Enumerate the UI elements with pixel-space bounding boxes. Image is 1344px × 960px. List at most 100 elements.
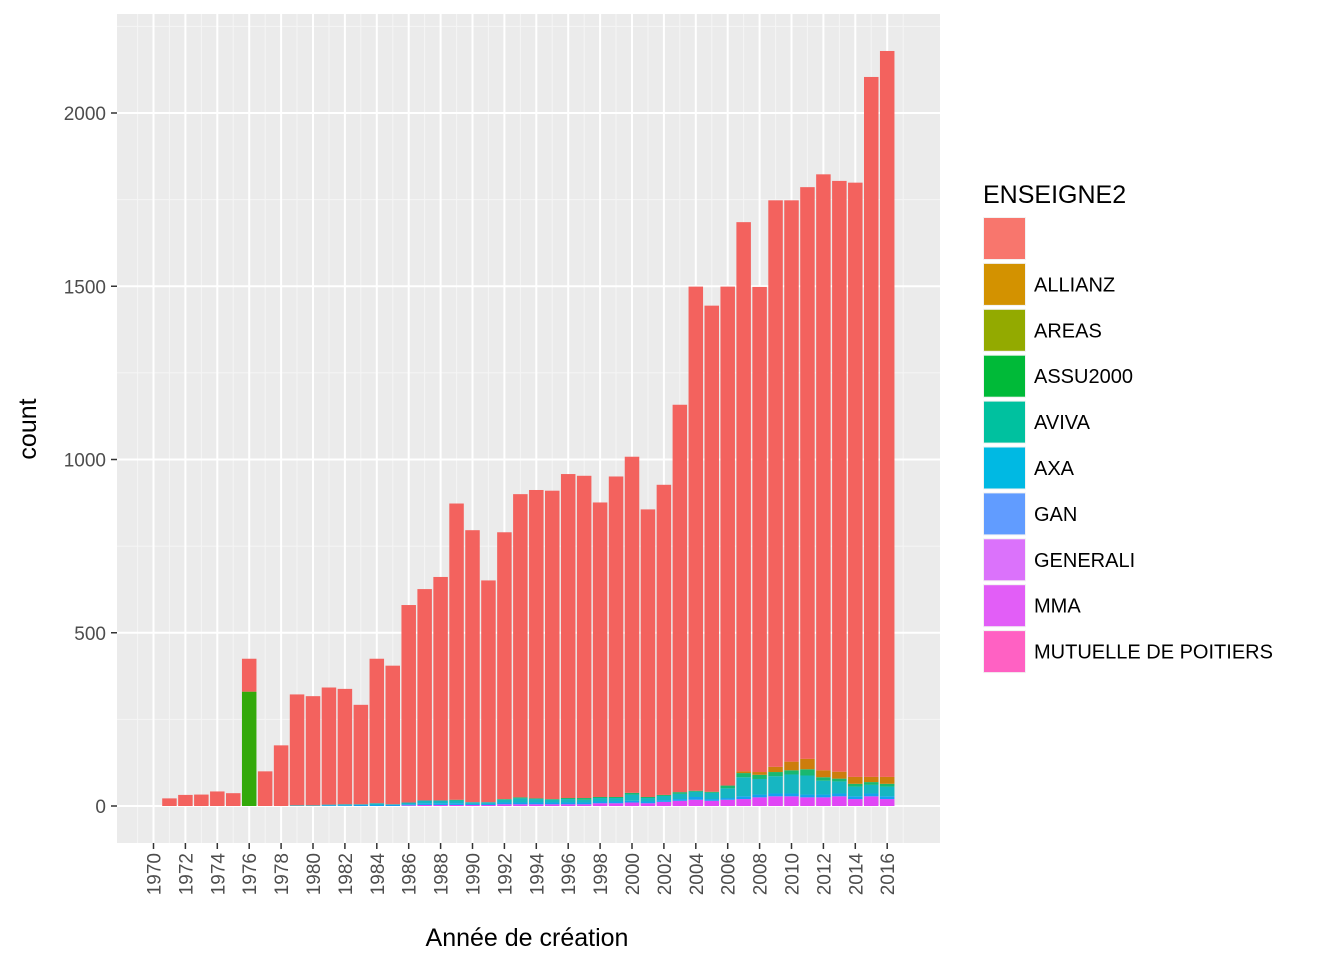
- bar-segment-1987: [417, 800, 432, 804]
- bar-segment-2009: [768, 776, 783, 794]
- bar-segment-1988: [433, 576, 448, 801]
- bar-segment-1980: [305, 805, 321, 806]
- x-tick-label: 1972: [176, 853, 197, 895]
- bar-segment-2009: [768, 796, 783, 806]
- bar-segment-2008: [752, 778, 767, 795]
- bar-segment-1997: [576, 802, 592, 805]
- y-axis-title: count: [14, 398, 42, 459]
- legend-key: [984, 585, 1025, 627]
- bar-segment-2002: [656, 800, 672, 802]
- bar-segment-1996: [560, 804, 576, 806]
- bar-segment-2000: [624, 792, 640, 795]
- bar-segment-1988: [433, 800, 448, 804]
- bar-segment-2006: [720, 798, 735, 800]
- bar-segment-1998: [592, 796, 608, 799]
- bar-segment-1976: [241, 691, 257, 806]
- bar-segment-1997: [576, 799, 592, 803]
- bar-segment-1977: [257, 771, 273, 806]
- bar-segment-2015: [864, 782, 879, 785]
- bar-segment-2012: [816, 794, 831, 798]
- bar-segment-1999: [608, 476, 624, 797]
- bar-segment-2014: [848, 776, 863, 784]
- bar-segment-1982: [337, 688, 353, 805]
- x-tick-label: 1978: [272, 853, 293, 895]
- bar-segment-2004: [688, 796, 704, 800]
- bar-segment-2011: [800, 797, 815, 806]
- x-tick-label: 1974: [208, 853, 229, 896]
- bar-segment-1993: [513, 804, 528, 806]
- bar-segment-2003: [672, 799, 688, 801]
- bars: [162, 50, 895, 806]
- bar-segment-1985: [385, 804, 400, 805]
- x-tick-label: 1994: [527, 853, 548, 896]
- bar-segment-1979: [289, 694, 305, 806]
- bar-segment-1980: [305, 696, 321, 806]
- bar-segment-2014: [848, 799, 863, 806]
- legend-key: [984, 401, 1025, 443]
- bar-segment-1972: [178, 794, 193, 806]
- bar-segment-2005: [704, 799, 719, 801]
- bar-segment-1983: [353, 804, 369, 805]
- bar-segment-1989: [449, 503, 464, 800]
- bar-segment-1992: [497, 802, 512, 805]
- bar-segment-1986: [401, 805, 416, 806]
- bar-segment-1994: [529, 804, 544, 806]
- x-tick-label: 1986: [400, 853, 421, 895]
- bar-segment-2007: [736, 771, 751, 774]
- legend-key: [984, 447, 1025, 489]
- x-tick-label: 1988: [432, 853, 453, 895]
- bar-segment-1992: [497, 804, 512, 806]
- bar-segment-2006: [720, 785, 735, 789]
- bar-segment-2009: [768, 793, 783, 797]
- bar-segment-2003: [672, 793, 688, 800]
- x-tick-label: 2004: [687, 853, 708, 896]
- bar-segment-2008: [752, 794, 767, 798]
- bar-segment-1993: [513, 494, 528, 798]
- bar-segment-1989: [449, 803, 464, 805]
- bar-segment-1996: [560, 802, 576, 805]
- x-tick-label: 1998: [591, 853, 612, 895]
- bar-segment-2013: [832, 796, 847, 806]
- x-tick-label: 2012: [814, 853, 835, 895]
- bar-segment-2006: [720, 286, 735, 786]
- bar-segment-1999: [608, 803, 624, 806]
- legend-key: [984, 218, 1025, 259]
- bar-segment-1986: [401, 605, 416, 803]
- bar-segment-1974: [210, 791, 225, 806]
- bar-segment-1971: [162, 798, 177, 806]
- x-tick-label: 1996: [559, 853, 580, 895]
- bar-segment-2008: [752, 286, 767, 773]
- bar-segment-2012: [816, 174, 831, 771]
- bar-segment-2015: [864, 793, 879, 797]
- bar-segment-1990: [465, 530, 480, 803]
- bar-segment-2011: [800, 187, 815, 759]
- bar-segment-2010: [784, 200, 799, 762]
- bar-segment-2001: [640, 801, 656, 804]
- bar-segment-2002: [656, 484, 672, 795]
- bar-segment-1997: [576, 475, 592, 799]
- bar-segment-1991: [481, 803, 496, 805]
- legend-label: AVIVA: [1034, 412, 1091, 434]
- bar-segment-1990: [465, 802, 480, 804]
- bar-segment-2000: [624, 456, 640, 793]
- bar-segment-2011: [800, 775, 815, 795]
- bar-segment-1985: [385, 665, 400, 805]
- x-tick-label: 2006: [719, 853, 740, 895]
- legend-label: AREAS: [1034, 320, 1102, 342]
- bar-segment-1994: [529, 489, 544, 799]
- bar-segment-1982: [337, 804, 353, 806]
- bar-segment-1984: [369, 658, 385, 804]
- bar-segment-2016: [879, 783, 895, 787]
- bar-segment-2010: [784, 761, 799, 771]
- bar-segment-2010: [784, 793, 799, 797]
- bar-segment-2013: [832, 778, 847, 782]
- legend-label: AXA: [1034, 458, 1075, 480]
- bar-segment-1997: [576, 798, 592, 800]
- bar-segment-1999: [608, 801, 624, 804]
- bar-segment-2001: [640, 796, 656, 799]
- bar-segment-2002: [656, 794, 672, 796]
- legend-key: [984, 631, 1025, 673]
- legend-title: ENSEIGNE2: [983, 181, 1126, 209]
- bar-segment-2003: [672, 404, 688, 793]
- legend-key: [984, 309, 1025, 351]
